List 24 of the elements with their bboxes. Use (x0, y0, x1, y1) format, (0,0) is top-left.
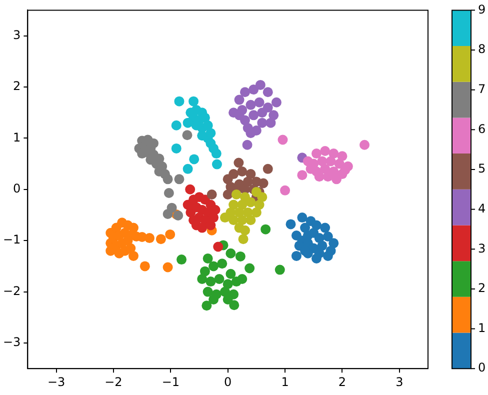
color-bar-label: 9 (478, 2, 486, 16)
x-tick-label: −3 (47, 374, 66, 389)
x-tick-label: 2 (338, 374, 346, 389)
color-bar-label: 4 (478, 201, 486, 216)
y-tick-label: 1 (13, 130, 21, 144)
y-tick-label: 3 (13, 28, 21, 42)
x-tick-label: 1 (281, 374, 289, 389)
color-bar-label: 0 (478, 360, 486, 375)
y-tick-label: −3 (2, 335, 21, 350)
color-bar-label: 6 (478, 122, 486, 136)
x-tick-label: 3 (396, 374, 404, 389)
x-tick-label: −1 (162, 374, 180, 389)
x-tick-label: 0 (224, 374, 232, 389)
y-tick-label: 2 (13, 79, 21, 94)
y-tick-label: −1 (2, 232, 21, 247)
color-bar-label: 7 (478, 82, 486, 96)
y-tick-label: −2 (2, 284, 21, 298)
y-tick-label: 0 (13, 182, 21, 196)
color-bar-label: 2 (478, 281, 486, 296)
color-bar-label: 8 (478, 42, 486, 56)
x-tick-label: −2 (104, 374, 122, 389)
color-bar-label: 5 (478, 162, 486, 176)
color-bar-label: 3 (478, 241, 486, 256)
color-bar-label: 1 (478, 320, 486, 335)
